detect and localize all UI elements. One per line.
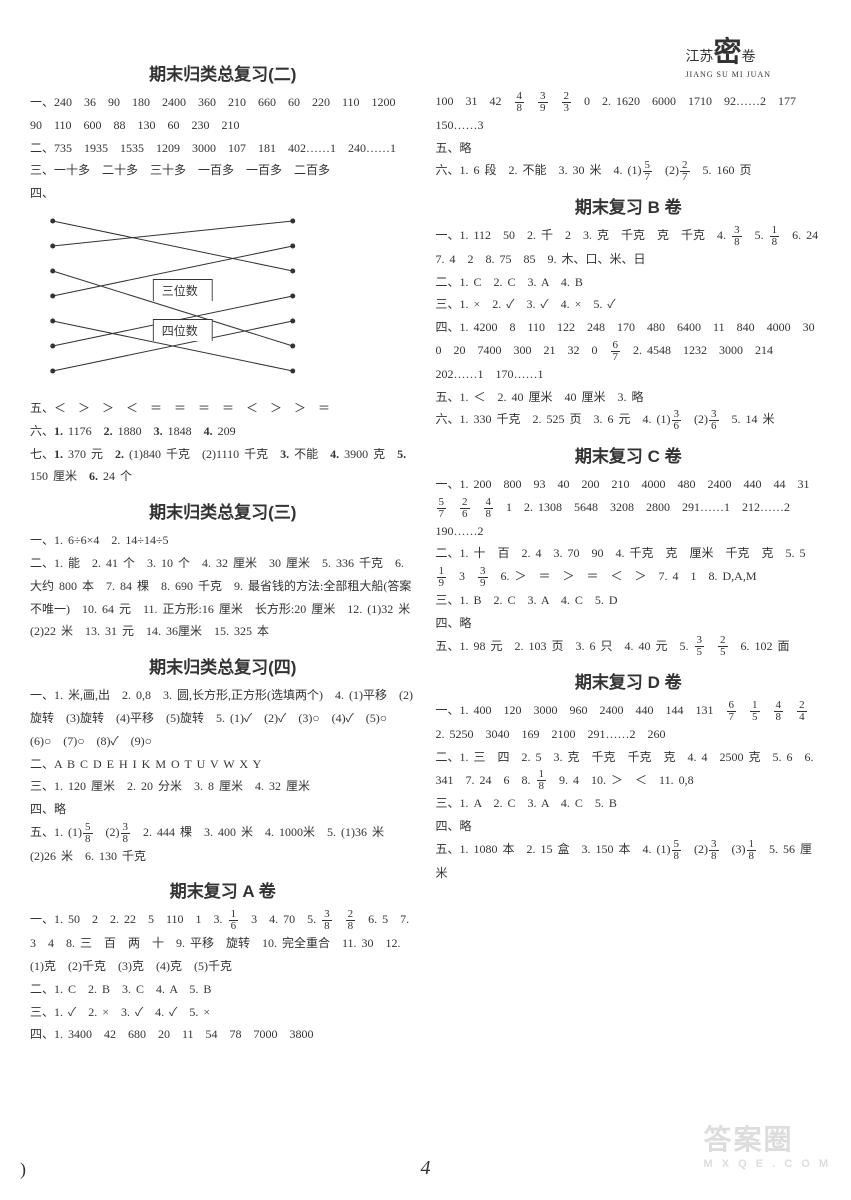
text-line: 二、A B C D E H I K M O T U V W X Y [30, 753, 416, 776]
text-line: 100 31 42 48 39 23 0 2. 1620 6000 1710 9… [436, 90, 822, 137]
text-line: 一、240 36 90 180 2400 360 210 660 60 220 … [30, 91, 416, 137]
section-title: 期末归类总复习(二) [30, 60, 416, 85]
text-line: 六、1. 1176 2. 1880 3. 1848 4. 209 [30, 420, 416, 443]
text-line: 三、1. × 2. ✓ 3. ✓ 4. × 5. ✓ [436, 293, 822, 316]
text-line: 一、1. 米,画,出 2. 0,8 3. 圆,长方形,正方形(选填两个) 4. … [30, 684, 416, 752]
diagram-label-4digit: 四位数 [153, 319, 213, 341]
text-line: 二、1. 十 百 2. 4 3. 70 90 4. 千克 克 厘米 千克 克 5… [436, 542, 822, 589]
section-title: 期末复习 A 卷 [30, 877, 416, 902]
text-line: 四、1. 4200 8 110 122 248 170 480 6400 11 … [436, 316, 822, 385]
brand-pinyin: JIANG SU MI JUAN [685, 70, 771, 79]
section-title: 期末归类总复习(四) [30, 653, 416, 678]
watermark-text: 答案圈 [703, 1124, 793, 1155]
text-line: 一、1. 6÷6×4 2. 14÷14÷5 [30, 529, 416, 552]
brand-prefix: 江苏 [685, 50, 713, 65]
text-line: 五、＜ ＞ ＞ ＜ ＝ ＝ ＝ ＝ ＜ ＞ ＞ ＝ [30, 397, 416, 420]
brand-suffix: 卷 [741, 50, 755, 65]
text-line: 一、1. 400 120 3000 960 2400 440 144 131 6… [436, 699, 822, 746]
text-line: 四、略 [436, 815, 822, 838]
text-line: 五、1. 1080 本 2. 15 盒 3. 150 本 4. (1)58 (2… [436, 838, 822, 885]
text-line: 二、1. 能 2. 41 个 3. 10 个 4. 32 厘米 30 厘米 5.… [30, 552, 416, 643]
text-line: 五、1. (1)58 (2)38 2. 444 棵 3. 400 米 4. 10… [30, 821, 416, 868]
section-title: 期末复习 C 卷 [436, 442, 822, 467]
text-line: 四、 [30, 182, 416, 205]
text-line: 三、1. ✓ 2. × 3. ✓ 4. ✓ 5. × [30, 1001, 416, 1024]
page-number: 4 [421, 1157, 431, 1180]
watermark-url: M X Q E . C O M [703, 1158, 831, 1170]
left-column: 期末归类总复习(二) 一、240 36 90 180 2400 360 210 … [30, 50, 416, 1046]
brand-main: 密 [713, 37, 741, 68]
right-column: 100 31 42 48 39 23 0 2. 1620 6000 1710 9… [436, 50, 822, 1046]
text-line: 四、略 [436, 612, 822, 635]
text-line: 五、1. 98 元 2. 103 页 3. 6 只 4. 40 元 5. 35 … [436, 635, 822, 659]
diagram-label-3digit: 三位数 [153, 279, 213, 301]
section-title: 期末复习 D 卷 [436, 668, 822, 693]
text-line: 四、1. 3400 42 680 20 11 54 78 7000 3800 [30, 1023, 416, 1046]
text-line: 四、略 [30, 798, 416, 821]
section-title: 期末复习 B 卷 [436, 193, 822, 218]
stray-paren: ) [20, 1159, 26, 1180]
text-line: 三、1. B 2. C 3. A 4. C 5. D [436, 589, 822, 612]
text-line: 七、1. 370 元 2. (1)840 千克 (2)1110 千克 3. 不能… [30, 443, 416, 489]
page-content: 期末归类总复习(二) 一、240 36 90 180 2400 360 210 … [0, 0, 851, 1066]
text-line: 二、1. 三 四 2. 5 3. 克 千克 千克 克 4. 4 2500 克 5… [436, 746, 822, 793]
text-line: 五、1. ＜ 2. 40 厘米 40 厘米 3. 略 [436, 386, 822, 409]
section-title: 期末归类总复习(三) [30, 498, 416, 523]
text-line: 二、735 1935 1535 1209 3000 107 181 402……1… [30, 137, 416, 160]
text-line: 三、1. A 2. C 3. A 4. C 5. B [436, 792, 822, 815]
text-line: 二、1. C 2. B 3. C 4. A 5. B [30, 978, 416, 1001]
watermark: 答案圈 M X Q E . C O M [703, 1118, 831, 1170]
matching-diagram: 三位数 四位数 [30, 211, 416, 391]
text-line: 二、1. C 2. C 3. A 4. B [436, 271, 822, 294]
brand-logo: 江苏密卷 JIANG SU MI JUAN [685, 30, 771, 79]
text-line: 一、1. 50 2 2. 22 5 110 1 3. 16 3 4. 70 5.… [30, 908, 416, 977]
text-line: 六、1. 6 段 2. 不能 3. 30 米 4. (1)57 (2)27 5.… [436, 159, 822, 183]
text-line: 三、1. 120 厘米 2. 20 分米 3. 8 厘米 4. 32 厘米 [30, 775, 416, 798]
text-line: 三、一十多 二十多 三十多 一百多 一百多 二百多 [30, 159, 416, 182]
text-line: 五、略 [436, 137, 822, 160]
text-line: 一、1. 200 800 93 40 200 210 4000 480 2400… [436, 473, 822, 542]
text-line: 六、1. 330 千克 2. 525 页 3. 6 元 4. (1)36 (2)… [436, 408, 822, 432]
text-line: 一、1. 112 50 2. 千 2 3. 克 千克 克 千克 4. 38 5.… [436, 224, 822, 271]
